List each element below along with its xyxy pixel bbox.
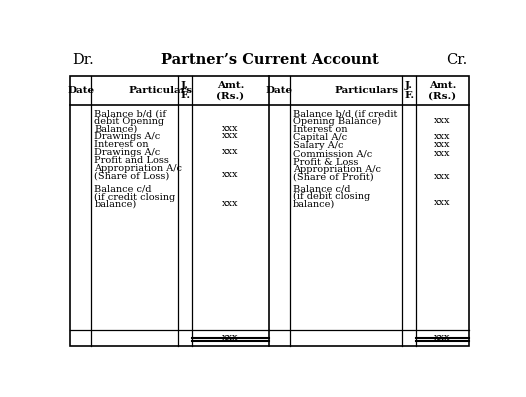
Text: (Share of Profit): (Share of Profit) bbox=[293, 173, 373, 182]
Text: Balance): Balance) bbox=[95, 124, 138, 133]
Text: xxx: xxx bbox=[434, 116, 451, 125]
Text: Appropriation A/c: Appropriation A/c bbox=[293, 165, 381, 174]
Text: Profit & Loss: Profit & Loss bbox=[293, 158, 358, 167]
Text: Date: Date bbox=[266, 86, 293, 95]
Text: balance): balance) bbox=[95, 200, 137, 209]
Text: xxx: xxx bbox=[222, 147, 239, 156]
Text: Date: Date bbox=[67, 86, 95, 95]
Text: (Share of Loss): (Share of Loss) bbox=[95, 171, 170, 180]
Text: Commission A/c: Commission A/c bbox=[293, 149, 372, 158]
Text: xxx: xxx bbox=[222, 333, 239, 343]
Text: xxx: xxx bbox=[434, 132, 451, 141]
Text: Amt.
(Rs.): Amt. (Rs.) bbox=[428, 81, 457, 100]
Text: Balance c/d: Balance c/d bbox=[293, 184, 350, 193]
Text: Appropriation A/c: Appropriation A/c bbox=[95, 164, 183, 173]
Text: Particulars: Particulars bbox=[335, 86, 398, 95]
Text: Interest on: Interest on bbox=[95, 140, 149, 149]
Text: Opening Balance): Opening Balance) bbox=[293, 117, 381, 126]
Text: Profit and Loss: Profit and Loss bbox=[95, 156, 169, 165]
Text: Particulars: Particulars bbox=[128, 86, 193, 95]
Text: xxx: xxx bbox=[222, 123, 239, 133]
Text: J.
F.: J. F. bbox=[404, 81, 414, 100]
Text: Dr.: Dr. bbox=[72, 53, 94, 67]
Text: xxx: xxx bbox=[434, 148, 451, 158]
Text: xxx: xxx bbox=[434, 172, 451, 181]
Text: Amt.
(Rs.): Amt. (Rs.) bbox=[216, 81, 245, 100]
Text: balance): balance) bbox=[293, 199, 335, 208]
Text: xxx: xxx bbox=[434, 333, 451, 343]
Text: xxx: xxx bbox=[434, 140, 451, 149]
Text: xxx: xxx bbox=[222, 131, 239, 140]
Text: debit Opening: debit Opening bbox=[95, 117, 165, 126]
Text: (if credit closing: (if credit closing bbox=[95, 193, 176, 202]
Text: Balance c/d: Balance c/d bbox=[95, 185, 152, 194]
Text: Partner’s Current Account: Partner’s Current Account bbox=[161, 53, 378, 67]
Text: Interest on: Interest on bbox=[293, 125, 347, 134]
Text: Cr.: Cr. bbox=[446, 53, 467, 67]
Text: xxx: xxx bbox=[222, 170, 239, 179]
Text: xxx: xxx bbox=[222, 199, 239, 208]
Bar bbox=[70, 76, 469, 346]
Text: Salary A/c: Salary A/c bbox=[293, 141, 343, 150]
Text: Balance b/d (if: Balance b/d (if bbox=[95, 109, 166, 118]
Text: Capital A/c: Capital A/c bbox=[293, 133, 347, 142]
Text: J.
F.: J. F. bbox=[180, 81, 190, 100]
Text: (if debit closing: (if debit closing bbox=[293, 192, 370, 201]
Text: Balance b/d (if credit: Balance b/d (if credit bbox=[293, 109, 397, 118]
Text: Drawings A/c: Drawings A/c bbox=[95, 148, 160, 157]
Text: xxx: xxx bbox=[434, 198, 451, 207]
Text: Drawings A/c: Drawings A/c bbox=[95, 132, 160, 141]
